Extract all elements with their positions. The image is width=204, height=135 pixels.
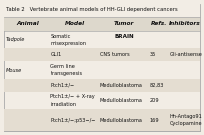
Text: Animal: Animal xyxy=(16,21,39,26)
Bar xyxy=(4,17,200,31)
Text: Cyclopamine: Cyclopamine xyxy=(170,121,202,126)
Text: Model: Model xyxy=(64,21,85,26)
Text: Medulloblastoma: Medulloblastoma xyxy=(100,98,142,103)
Text: Ptch1±/− + X-ray: Ptch1±/− + X-ray xyxy=(51,94,95,99)
Text: Inhibitors: Inhibitors xyxy=(169,21,200,26)
Text: Ptch1±/−;p53−/−: Ptch1±/−;p53−/− xyxy=(51,118,96,123)
Text: Tadpole: Tadpole xyxy=(6,37,25,42)
Text: irradiation: irradiation xyxy=(51,102,76,107)
Text: Tumor: Tumor xyxy=(114,21,134,26)
Bar xyxy=(4,79,200,92)
Text: BRAIN: BRAIN xyxy=(114,34,134,39)
Text: Somatic: Somatic xyxy=(51,34,71,39)
Text: Gli-antisense: Gli-antisense xyxy=(170,52,202,57)
Text: Table 2   Vertebrate animal models of HH-GLI dependent cancers: Table 2 Vertebrate animal models of HH-G… xyxy=(6,7,178,12)
Text: Ptch1±/−: Ptch1±/− xyxy=(51,83,75,88)
Bar xyxy=(4,109,200,131)
Text: 209: 209 xyxy=(150,98,159,103)
Text: CNS tumors: CNS tumors xyxy=(100,52,129,57)
Text: misexpression: misexpression xyxy=(51,41,86,46)
Text: Medulloblastoma: Medulloblastoma xyxy=(100,118,142,123)
Text: Hh-Antago91: Hh-Antago91 xyxy=(170,114,202,119)
Text: GLI1: GLI1 xyxy=(51,52,62,57)
Text: Medulloblastoma: Medulloblastoma xyxy=(100,83,142,88)
Text: 35: 35 xyxy=(150,52,156,57)
Bar xyxy=(4,4,200,17)
Bar xyxy=(4,48,200,61)
Text: Mouse: Mouse xyxy=(6,68,22,73)
Text: 169: 169 xyxy=(150,118,159,123)
Text: transgenesis: transgenesis xyxy=(51,71,82,76)
Text: 82,83: 82,83 xyxy=(150,83,164,88)
Text: Germ line: Germ line xyxy=(51,64,75,69)
Text: Refs.: Refs. xyxy=(151,21,167,26)
